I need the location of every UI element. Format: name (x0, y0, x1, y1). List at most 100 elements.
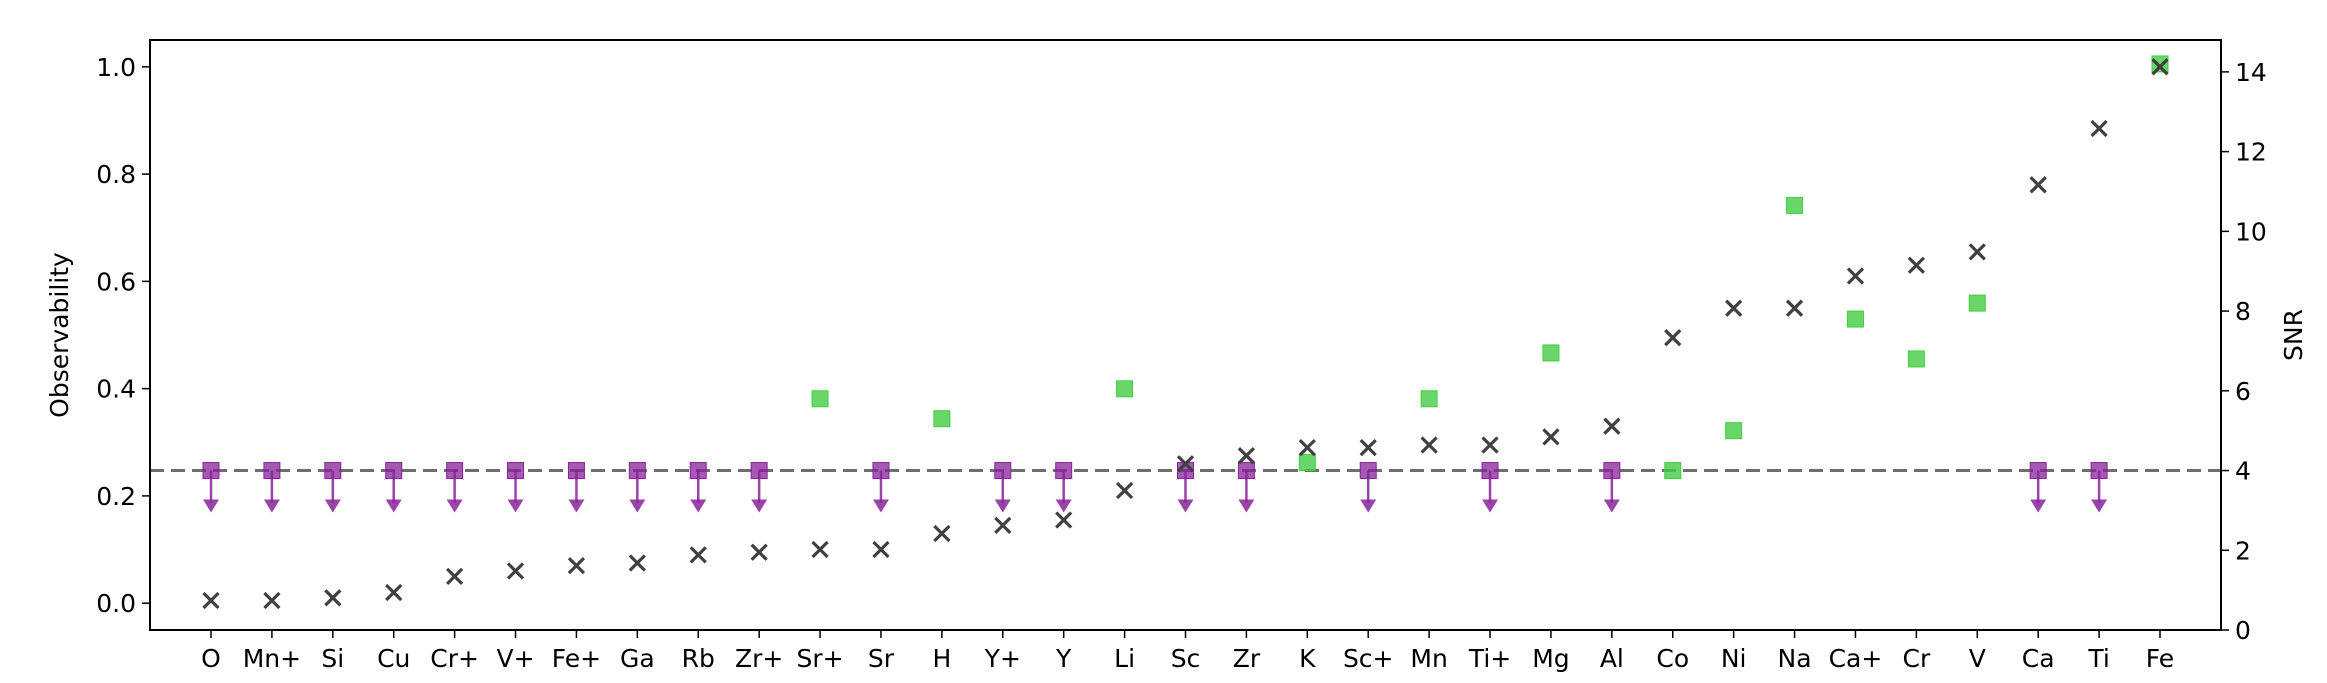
upper-limit-square (2090, 462, 2108, 480)
x-tick-label: Y+ (984, 644, 1021, 673)
observability-marker (2090, 119, 2108, 138)
upper-limit-arrow-head (1482, 499, 1499, 513)
observability-marker (1907, 256, 1926, 274)
snr-marker (2151, 55, 2169, 73)
x-tick-label: H (932, 644, 951, 673)
upper-limit-square (202, 462, 220, 480)
observability-marker-stroke (750, 543, 768, 561)
observability-marker (263, 591, 281, 610)
observability-marker (1725, 299, 1743, 317)
observability-marker-stroke (1055, 511, 1073, 529)
upper-limit-square (1603, 462, 1621, 480)
x-tick-label: Rb (682, 644, 715, 673)
upper-limit-arrow-head (507, 499, 524, 513)
upper-limit-square (628, 462, 646, 480)
observability-marker (750, 543, 768, 561)
upper-limit-arrow-head (1360, 499, 1377, 513)
y-tick-label-left: 0.0 (96, 589, 136, 618)
observability-marker-stroke (811, 540, 829, 559)
upper-limit-marker (324, 462, 342, 513)
upper-limit-square (446, 462, 464, 480)
x-tick-label: Cu (377, 644, 410, 673)
observability-marker-stroke (1725, 299, 1743, 317)
upper-limit-arrow-head (1238, 499, 1255, 513)
observability-marker-stroke (1359, 439, 1377, 457)
upper-limit-square (1359, 462, 1377, 480)
upper-limit-arrow-head (690, 499, 707, 513)
y-tick-label-right: 0 (2235, 616, 2251, 645)
x-tick-label: Ti+ (1468, 644, 1511, 673)
observability-marker (1237, 447, 1256, 465)
observability-marker-stroke (1176, 455, 1195, 473)
upper-limit-arrow-head (751, 499, 768, 513)
observability-marker-stroke (1907, 256, 1926, 274)
upper-limit-square (385, 462, 403, 480)
x-tick-label: K (1299, 644, 1316, 673)
upper-limit-marker (263, 462, 281, 513)
observability-marker (1055, 511, 1073, 529)
snr-marker (1116, 380, 1134, 398)
axes-layer: O Mn+ Si Cu Cr+ V+ Fe+ Ga Rb Zr+ Sr+ Sr H Y+ Y Li Sc Zr K S… (96, 53, 2267, 673)
upper-limit-marker (2090, 462, 2108, 513)
x-tick-label: Ca (2022, 644, 2055, 673)
upper-limit-marker (1237, 462, 1255, 513)
observability-marker-stroke (2029, 176, 2047, 194)
upper-limit-marker (872, 462, 890, 513)
y-axis-label-right: SNR (2279, 309, 2308, 361)
observability-marker-stroke (1115, 481, 1134, 500)
upper-limit-square (263, 462, 281, 480)
x-tick-label: O (201, 644, 221, 673)
x-tick-label: Sc (1171, 644, 1201, 673)
observability-marker-stroke (1420, 436, 1438, 454)
observability-marker (324, 589, 342, 607)
points-layer (202, 55, 2169, 610)
upper-limit-marker (994, 462, 1012, 513)
observability-marker-stroke (933, 524, 951, 543)
upper-limit-arrow-head (324, 499, 341, 513)
observability-marker-stroke (1481, 436, 1499, 454)
y-tick-label-right: 8 (2235, 297, 2251, 326)
observability-marker (994, 516, 1012, 535)
upper-limit-arrow-head (872, 499, 889, 513)
y-tick-label-right: 4 (2235, 457, 2251, 486)
upper-limit-square (324, 462, 342, 480)
upper-limit-arrow-head (446, 499, 463, 513)
y-tick-label-right: 10 (2235, 217, 2267, 246)
snr-marker (1846, 310, 1864, 328)
snr-marker (1968, 294, 1986, 312)
observability-marker (1176, 455, 1195, 473)
upper-limit-marker (750, 462, 768, 513)
observability-marker (1542, 428, 1560, 446)
observability-marker-stroke (689, 546, 707, 564)
observability-marker (1420, 436, 1438, 454)
upper-limit-square (872, 462, 890, 480)
observability-marker-stroke (994, 516, 1012, 535)
upper-limit-marker (507, 462, 525, 513)
x-tick-label: Ca+ (1829, 644, 1883, 673)
observability-marker (1968, 243, 1986, 261)
upper-limit-marker (385, 462, 403, 513)
snr-marker (1664, 462, 1682, 480)
x-tick-label: Sc+ (1343, 644, 1394, 673)
upper-limit-marker (689, 462, 707, 513)
upper-limit-arrow-head (1055, 499, 1072, 513)
y-tick-label-left: 1.0 (96, 53, 136, 82)
observability-marker (872, 540, 890, 559)
upper-limit-square (1237, 462, 1255, 480)
y-tick-label-right: 6 (2235, 377, 2251, 406)
x-tick-label: Si (321, 644, 344, 673)
x-tick-label: Mn+ (243, 644, 301, 673)
upper-limit-square (2029, 462, 2047, 480)
observability-marker-stroke (1785, 299, 1804, 317)
observability-marker (567, 557, 586, 575)
observability-marker (1359, 439, 1377, 457)
observability-marker-stroke (1542, 428, 1560, 446)
observability-marker (2029, 176, 2047, 194)
x-tick-label: Mg (1532, 644, 1569, 673)
observability-marker (1846, 267, 1865, 285)
observability-marker (933, 524, 951, 543)
snr-marker (933, 410, 951, 428)
y-tick-label-right: 14 (2235, 58, 2267, 87)
x-tick-label: Al (1600, 644, 1624, 673)
